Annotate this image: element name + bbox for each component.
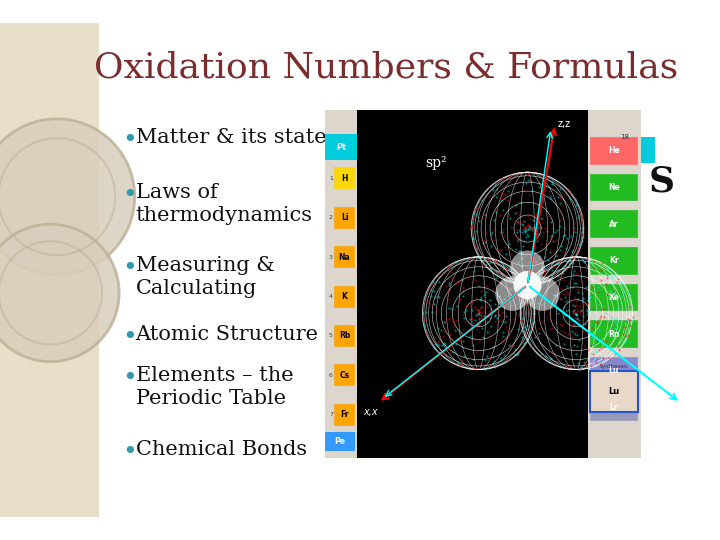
Text: Lu: Lu <box>608 387 619 396</box>
FancyBboxPatch shape <box>590 211 638 238</box>
FancyBboxPatch shape <box>590 174 638 201</box>
Text: •: • <box>122 128 137 152</box>
Text: 5: 5 <box>329 334 333 339</box>
Text: Ne: Ne <box>608 183 620 192</box>
FancyBboxPatch shape <box>325 134 357 160</box>
FancyBboxPatch shape <box>590 357 638 384</box>
Text: •: • <box>122 440 137 463</box>
Text: 2: 2 <box>329 215 333 220</box>
Circle shape <box>510 251 545 285</box>
Text: Rn: Rn <box>608 329 620 339</box>
Text: Elements – the
Periodic Table: Elements – the Periodic Table <box>135 366 293 408</box>
Text: Pt: Pt <box>336 143 346 152</box>
Text: •: • <box>122 366 137 390</box>
FancyBboxPatch shape <box>335 207 355 229</box>
Text: 4: 4 <box>329 294 333 299</box>
Text: y: y <box>678 410 683 421</box>
Text: syntheses.: syntheses. <box>599 364 629 369</box>
FancyBboxPatch shape <box>642 137 655 163</box>
Text: Na: Na <box>338 253 351 262</box>
FancyBboxPatch shape <box>590 247 638 274</box>
Text: Cs: Cs <box>339 371 350 380</box>
Text: Oxidation Numbers & Formulas: Oxidation Numbers & Formulas <box>94 50 678 84</box>
Text: •: • <box>122 183 137 207</box>
Text: Fr: Fr <box>341 410 348 419</box>
FancyBboxPatch shape <box>335 286 355 308</box>
Text: Matter & its states: Matter & its states <box>135 128 337 147</box>
FancyBboxPatch shape <box>335 167 355 190</box>
FancyBboxPatch shape <box>335 325 355 347</box>
Text: •: • <box>122 325 137 349</box>
Circle shape <box>525 276 559 311</box>
Text: 3: 3 <box>329 255 333 260</box>
Text: sp²: sp² <box>426 157 447 171</box>
FancyBboxPatch shape <box>590 371 638 412</box>
Text: Li: Li <box>341 213 348 222</box>
Text: He: He <box>608 146 620 156</box>
Text: Kr: Kr <box>609 256 618 265</box>
FancyBboxPatch shape <box>335 364 355 387</box>
FancyBboxPatch shape <box>325 110 642 458</box>
Text: Laws of
thermodynamics: Laws of thermodynamics <box>135 183 312 225</box>
FancyBboxPatch shape <box>590 137 638 165</box>
FancyBboxPatch shape <box>590 320 638 348</box>
Text: Ar: Ar <box>609 220 618 228</box>
Text: 6: 6 <box>329 373 333 378</box>
Text: Atomic Structure: Atomic Structure <box>135 325 319 344</box>
Text: Chemical Bonds: Chemical Bonds <box>135 440 307 458</box>
Text: z,z: z,z <box>557 119 570 129</box>
FancyBboxPatch shape <box>335 404 355 426</box>
Text: Xe: Xe <box>608 293 619 302</box>
Text: •: • <box>122 256 137 280</box>
Text: Rb: Rb <box>339 332 350 341</box>
Text: H: H <box>341 174 348 183</box>
Text: Lu: Lu <box>608 366 619 375</box>
Text: Lr: Lr <box>610 403 618 412</box>
Text: S: S <box>649 165 675 199</box>
FancyBboxPatch shape <box>590 284 638 311</box>
FancyBboxPatch shape <box>325 110 357 458</box>
Polygon shape <box>0 23 99 517</box>
Text: Pe: Pe <box>335 437 346 446</box>
FancyBboxPatch shape <box>590 394 638 421</box>
Circle shape <box>513 271 541 299</box>
Circle shape <box>495 276 530 311</box>
Circle shape <box>0 119 135 274</box>
Text: 7: 7 <box>329 412 333 417</box>
Circle shape <box>0 224 119 362</box>
FancyBboxPatch shape <box>335 246 355 268</box>
FancyBboxPatch shape <box>588 110 642 458</box>
Text: K: K <box>341 292 348 301</box>
Text: 1: 1 <box>329 176 333 181</box>
FancyBboxPatch shape <box>325 432 355 450</box>
Text: x,x: x,x <box>363 407 377 416</box>
Text: 18: 18 <box>621 134 629 140</box>
Text: Measuring &
Calculating: Measuring & Calculating <box>135 256 274 298</box>
